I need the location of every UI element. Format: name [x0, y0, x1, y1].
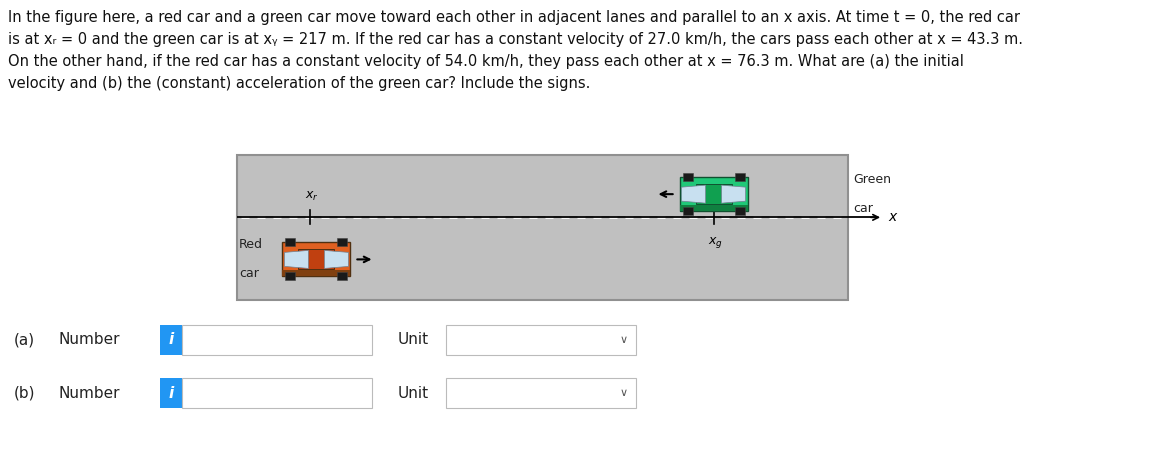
Text: car: car — [853, 202, 872, 215]
Bar — [680, 205, 748, 211]
Text: (b): (b) — [14, 386, 35, 400]
Text: Number: Number — [58, 386, 119, 400]
Bar — [735, 173, 744, 181]
Bar — [446, 325, 637, 355]
Text: ∨: ∨ — [620, 388, 628, 398]
Bar — [299, 250, 334, 269]
Bar — [682, 207, 693, 215]
Text: Unit: Unit — [398, 386, 429, 400]
Bar — [283, 242, 350, 276]
Bar — [682, 173, 693, 181]
Bar — [182, 378, 371, 408]
Bar — [338, 273, 347, 280]
Polygon shape — [722, 185, 745, 203]
Text: x: x — [888, 210, 896, 224]
Bar — [283, 270, 350, 276]
Bar — [680, 177, 748, 211]
Text: i: i — [168, 333, 174, 348]
Bar — [696, 184, 731, 204]
Bar — [285, 273, 296, 280]
Bar — [237, 155, 848, 300]
Text: is at xᵣ = 0 and the green car is at xᵧ = 217 m. If the red car has a constant v: is at xᵣ = 0 and the green car is at xᵧ … — [8, 32, 1023, 47]
Bar — [160, 378, 182, 408]
Bar — [285, 239, 296, 246]
Text: $x_g$: $x_g$ — [708, 235, 723, 251]
Bar — [735, 207, 744, 215]
Text: Red: Red — [239, 239, 263, 251]
Text: Green: Green — [853, 173, 891, 186]
Bar — [160, 325, 182, 355]
Text: car: car — [239, 267, 259, 280]
Text: In the figure here, a red car and a green car move toward each other in adjacent: In the figure here, a red car and a gree… — [8, 10, 1020, 25]
Bar — [338, 239, 347, 246]
Text: Unit: Unit — [398, 333, 429, 348]
Text: i: i — [168, 386, 174, 400]
Polygon shape — [285, 251, 308, 268]
Text: Number: Number — [58, 333, 119, 348]
Polygon shape — [325, 251, 348, 268]
Text: $x_r$: $x_r$ — [306, 190, 319, 203]
Text: ∨: ∨ — [620, 335, 628, 345]
Text: On the other hand, if the red car has a constant velocity of 54.0 km/h, they pas: On the other hand, if the red car has a … — [8, 54, 964, 69]
Text: (a): (a) — [14, 333, 35, 348]
Text: velocity and (b) the (constant) acceleration of the green car? Include the signs: velocity and (b) the (constant) accelera… — [8, 76, 590, 91]
Polygon shape — [682, 185, 705, 203]
Bar — [182, 325, 371, 355]
Bar — [446, 378, 637, 408]
